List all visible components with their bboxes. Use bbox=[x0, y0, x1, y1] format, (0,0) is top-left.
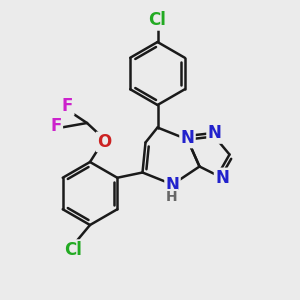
Text: N: N bbox=[181, 129, 194, 147]
Text: N: N bbox=[166, 176, 179, 194]
Text: N: N bbox=[208, 124, 221, 142]
Text: H: H bbox=[166, 190, 178, 204]
Text: Cl: Cl bbox=[64, 241, 82, 259]
Text: F: F bbox=[50, 117, 62, 135]
Text: O: O bbox=[97, 133, 111, 151]
Text: N: N bbox=[215, 169, 229, 187]
Text: F: F bbox=[62, 97, 73, 115]
Text: Cl: Cl bbox=[148, 11, 166, 29]
